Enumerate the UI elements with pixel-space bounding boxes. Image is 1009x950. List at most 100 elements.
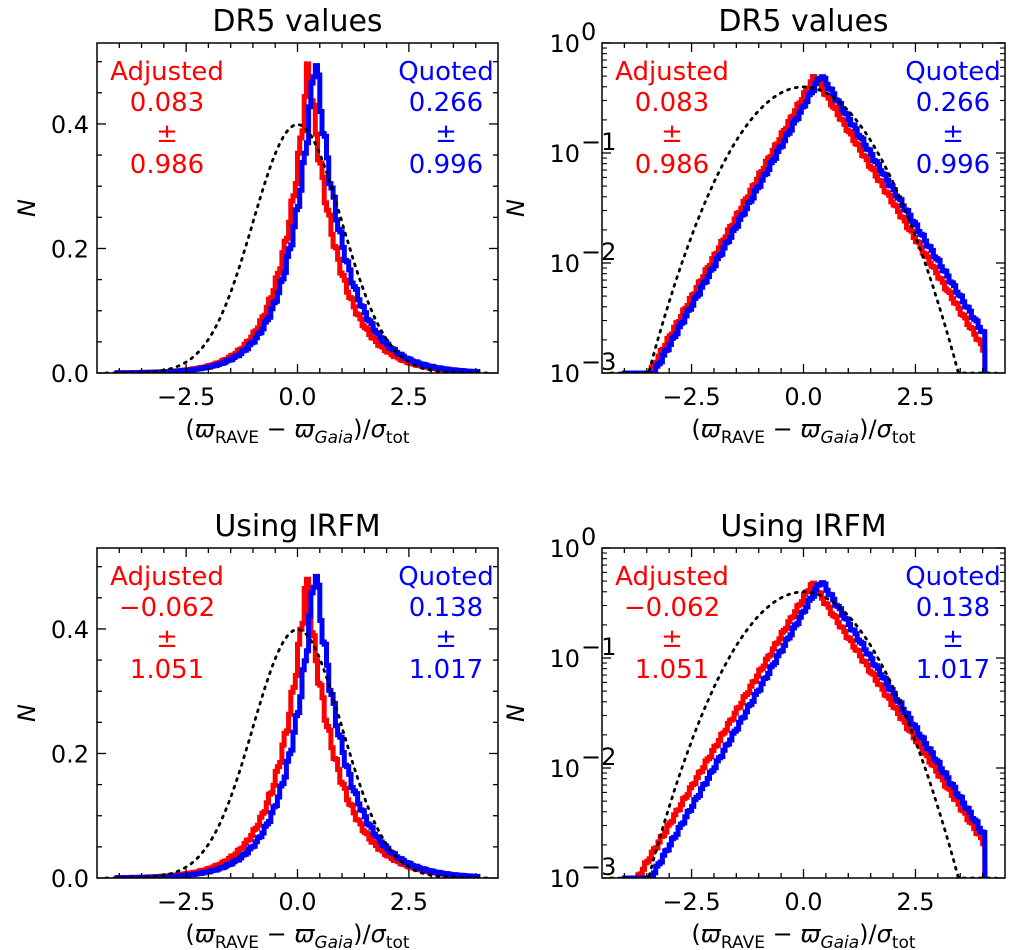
y-tick-exponent: 0: [581, 18, 596, 46]
x-tick-label: 2.5: [390, 888, 428, 916]
y-tick-label: 10: [549, 140, 580, 168]
annotation-adjusted-line: Adjusted: [615, 562, 729, 592]
y-axis-label: N: [13, 704, 41, 722]
y-tick-exponent: −1: [581, 128, 616, 156]
panel-title: Using IRFM: [720, 509, 886, 544]
y-tick-exponent: −2: [581, 743, 616, 771]
x-axis-label-part: )/: [859, 415, 877, 443]
annotation-quoted-line: ±: [435, 119, 457, 149]
x-tick-label: 2.5: [896, 888, 934, 916]
x-tick-label: −2.5: [662, 383, 720, 411]
x-axis-label-part: ϖ: [195, 920, 216, 948]
series-quoted-line: [622, 74, 988, 373]
x-axis-label-part: σ: [877, 920, 893, 948]
x-axis-label-part: tot: [386, 933, 410, 950]
annotation-quoted-line: Quoted: [398, 57, 494, 87]
annotation-quoted-line: 0.138: [916, 593, 990, 623]
x-tick-label: 0.0: [278, 383, 316, 411]
annotation-quoted-line: ±: [942, 624, 964, 654]
annotation-quoted-line: Quoted: [905, 562, 1001, 592]
annotation-quoted-line: Quoted: [905, 57, 1001, 87]
y-tick-label: 10: [549, 535, 580, 563]
x-axis-label-part: (: [185, 920, 194, 948]
x-axis-label-part: Gaia: [820, 933, 859, 950]
x-tick-label: −2.5: [157, 888, 215, 916]
annotation-adjusted-line: 0.083: [130, 88, 204, 118]
x-axis-label-part: Gaia: [820, 428, 859, 448]
y-tick-label: 0.0: [51, 360, 89, 388]
y-tick-label: 10: [549, 755, 580, 783]
y-tick-exponent: −3: [581, 348, 616, 376]
x-tick-label: 2.5: [896, 383, 934, 411]
y-axis-label: N: [13, 199, 41, 217]
y-tick-label: 10: [549, 360, 580, 388]
annotation-adjusted-line: ±: [156, 119, 178, 149]
x-axis-label-part: (: [691, 415, 700, 443]
annotation-adjusted-line: −0.062: [624, 593, 720, 623]
annotation-adjusted-line: Adjusted: [110, 562, 224, 592]
x-axis-label-part: )/: [353, 415, 371, 443]
x-tick-label: 2.5: [390, 383, 428, 411]
x-axis-label-part: σ: [877, 415, 893, 443]
x-axis-label-part: tot: [892, 933, 916, 950]
x-tick-label: 0.0: [784, 383, 822, 411]
x-axis-label-part: (: [185, 415, 194, 443]
y-tick-label: 0.2: [51, 235, 89, 263]
reference-gaussian-line: [104, 123, 491, 373]
annotation-adjusted-line: 0.083: [635, 88, 709, 118]
x-axis-label-part: ϖ: [701, 415, 722, 443]
annotation-adjusted-line: ±: [661, 119, 683, 149]
x-axis-label: (ϖRAVE − ϖGaia)/σtot: [691, 920, 915, 950]
y-tick-label: 10: [549, 250, 580, 278]
annotation-quoted-line: 1.017: [409, 655, 483, 685]
x-tick-label: 0.0: [784, 888, 822, 916]
annotation-adjusted-line: Adjusted: [110, 57, 224, 87]
annotation-adjusted-line: 1.051: [635, 655, 709, 685]
series-adjusted-line: [622, 580, 988, 878]
x-axis-label-part: ϖ: [294, 415, 315, 443]
annotation-quoted-line: ±: [435, 624, 457, 654]
y-tick-exponent: −1: [581, 633, 616, 661]
x-axis-label: (ϖRAVE − ϖGaia)/σtot: [185, 920, 409, 950]
y-tick-exponent: −2: [581, 238, 616, 266]
x-axis-label-part: tot: [892, 428, 916, 448]
reference-gaussian-line: [104, 628, 491, 878]
annotation-adjusted-line: Adjusted: [615, 57, 729, 87]
reference-gaussian-line: [609, 590, 998, 878]
y-tick-exponent: −3: [581, 853, 616, 881]
y-tick-label: 10: [549, 30, 580, 58]
x-axis-label-part: ϖ: [701, 920, 722, 948]
panel-title: DR5 values: [212, 4, 382, 39]
y-tick-label: 0.4: [51, 111, 89, 139]
x-axis-label-part: RAVE: [721, 933, 765, 950]
x-axis-label-part: −: [259, 415, 294, 443]
x-axis-label: (ϖRAVE − ϖGaia)/σtot: [691, 415, 915, 448]
series-quoted-line: [114, 63, 481, 373]
annotation-quoted-line: 0.266: [916, 88, 990, 118]
annotation-adjusted-line: −0.062: [119, 593, 215, 623]
x-tick-label: −2.5: [157, 383, 215, 411]
x-axis-label: (ϖRAVE − ϖGaia)/σtot: [185, 415, 409, 448]
annotation-quoted-line: 0.138: [409, 593, 483, 623]
x-axis-label-part: ϖ: [195, 415, 216, 443]
x-axis-label-part: RAVE: [721, 428, 765, 448]
x-tick-label: 0.0: [278, 888, 316, 916]
x-axis-label-part: −: [765, 920, 800, 948]
annotation-quoted-line: 0.996: [409, 150, 483, 180]
annotation-quoted-line: 0.996: [916, 150, 990, 180]
y-axis-label: N: [502, 704, 530, 722]
x-axis-label-part: σ: [371, 415, 387, 443]
y-axis-label: N: [502, 199, 530, 217]
x-axis-label-part: )/: [859, 920, 877, 948]
y-tick-label: 0.0: [51, 865, 89, 893]
x-axis-label-part: Gaia: [314, 933, 353, 950]
x-axis-label-part: Gaia: [314, 428, 353, 448]
y-tick-exponent: 0: [581, 523, 596, 551]
x-axis-label-part: ϖ: [800, 920, 821, 948]
x-axis-label-part: −: [765, 415, 800, 443]
panel-title: Using IRFM: [214, 509, 380, 544]
